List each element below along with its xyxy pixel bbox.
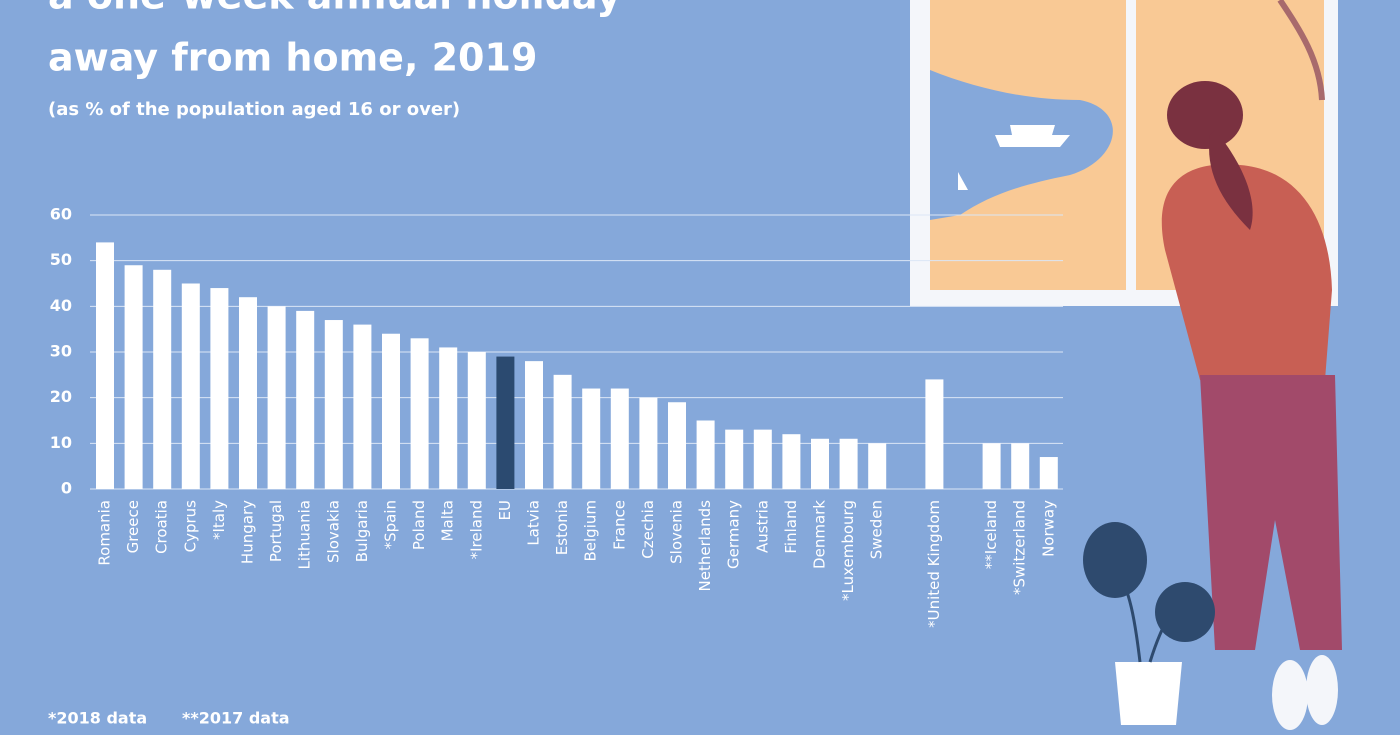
y-tick-label: 10: [50, 433, 72, 452]
y-tick-label: 40: [50, 296, 72, 315]
x-tick-label: Bulgaria: [353, 500, 371, 562]
x-tick-label: Estonia: [553, 500, 571, 555]
bar: [324, 320, 343, 489]
x-tick-label: *United Kingdom: [925, 500, 943, 628]
x-tick-label: Denmark: [811, 500, 829, 569]
x-tick-label: Poland: [410, 500, 428, 550]
y-tick-label: 20: [50, 387, 72, 406]
bar: [382, 333, 400, 489]
bar: [353, 324, 372, 489]
x-tick-label: Finland: [782, 500, 800, 554]
x-tick-label: Portugal: [267, 500, 285, 562]
bar: [153, 269, 172, 489]
bar: [124, 265, 143, 489]
bar: [982, 443, 1001, 489]
x-tick-label: EU: [496, 500, 514, 520]
y-tick-label: 60: [50, 205, 72, 224]
bar: [239, 297, 257, 489]
bar: [610, 388, 629, 489]
x-tick-label: Croatia: [153, 500, 171, 554]
x-tick-label: Austria: [753, 500, 771, 553]
footnote: *2018 data: [48, 709, 147, 728]
x-tick-label: *Luxembourg: [839, 500, 857, 601]
bar: [696, 420, 715, 489]
illustration: [910, 0, 1342, 730]
bar: [839, 438, 858, 489]
chart-title: away from home, 2019: [48, 36, 537, 80]
x-tick-label: **Iceland: [982, 500, 1000, 569]
bar: [439, 347, 458, 489]
x-tick-label: *Ireland: [467, 500, 485, 559]
y-tick-label: 30: [50, 342, 72, 361]
bar: [1011, 443, 1030, 489]
bar: [639, 397, 658, 489]
bar: [553, 374, 572, 489]
bar: [725, 429, 744, 489]
x-tick-label: *Switzerland: [1011, 500, 1029, 595]
bar: [753, 429, 772, 489]
chart-subtitle: (as % of the population aged 16 or over): [48, 99, 460, 120]
x-tick-label: Romania: [96, 500, 114, 566]
x-tick-label: France: [610, 500, 628, 550]
bar: [782, 434, 801, 489]
x-tick-label: Latvia: [525, 500, 543, 546]
bar: [811, 438, 829, 489]
x-tick-label: Hungary: [239, 500, 257, 564]
x-tick-label: Malta: [439, 500, 457, 541]
x-tick-label: *Spain: [382, 500, 400, 549]
bar: [296, 310, 315, 489]
bar: [181, 283, 200, 489]
y-tick-label: 50: [50, 250, 72, 269]
x-tick-label: Sweden: [868, 500, 886, 559]
x-tick-label: Slovakia: [324, 500, 342, 563]
bar: [410, 338, 429, 489]
x-tick-label: Norway: [1039, 500, 1057, 557]
bar: [868, 443, 887, 489]
x-tick-label: Netherlands: [696, 500, 714, 592]
x-tick-label: Germany: [725, 500, 743, 569]
bar: [496, 356, 515, 489]
footnote: **2017 data: [182, 709, 290, 728]
bar: [96, 242, 114, 489]
x-tick-label: *Italy: [210, 500, 228, 540]
x-tick-label: Cyprus: [181, 500, 199, 553]
bar: [925, 379, 944, 489]
bar: [210, 288, 229, 489]
y-tick-label: 0: [61, 479, 72, 498]
x-tick-label: Belgium: [582, 500, 600, 562]
bar: [525, 361, 543, 489]
bar: [1039, 457, 1058, 489]
chart-title: a one-week annual holiday: [48, 0, 621, 18]
bar: [582, 388, 601, 489]
bar: [467, 352, 486, 489]
bar: [668, 402, 686, 489]
x-tick-label: Greece: [124, 500, 142, 553]
x-tick-label: Slovenia: [668, 500, 686, 564]
bar: [267, 306, 286, 489]
x-tick-label: Czechia: [639, 500, 657, 559]
x-tick-label: Lithuania: [296, 500, 314, 569]
